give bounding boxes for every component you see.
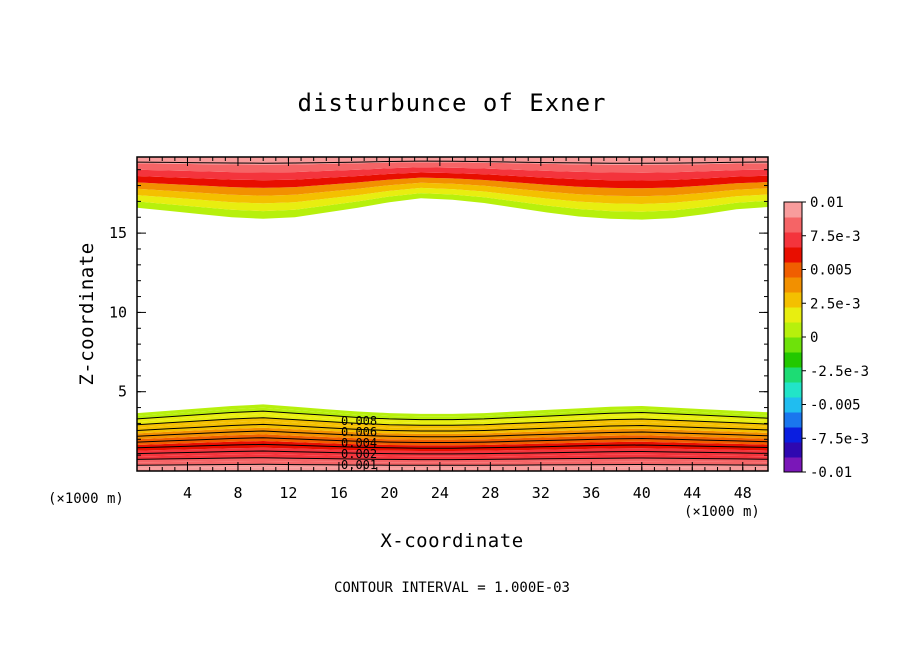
contour-line [136, 437, 769, 443]
contour-line [136, 450, 769, 455]
x-tick-label: 32 [532, 484, 550, 502]
contour-fill-band [137, 441, 768, 449]
x-tick-label: 4 [183, 484, 192, 502]
contour-fill-band [137, 424, 768, 434]
chart-title: disturbunce of Exner [298, 89, 607, 117]
colorbar-swatch [784, 397, 802, 413]
x-tick-label: 8 [233, 484, 242, 502]
x-tick-label: 28 [481, 484, 499, 502]
x-ticks: 4 8 12 16 20 24 28 32 36 40 44 48 [149, 157, 756, 502]
colorbar-tick-label: 0.01 [810, 195, 844, 211]
contour-line [136, 410, 769, 421]
contour-fill-band [137, 434, 768, 443]
colorbar-tick-label: -2.5e-3 [810, 364, 869, 380]
contour-label: 0.008 [341, 414, 377, 428]
contour-fill-band [137, 447, 768, 454]
colorbar-tick-label: 2.5e-3 [810, 296, 861, 312]
contour-line [136, 457, 769, 461]
contour-fill-band [137, 182, 768, 204]
y-tick-label: 10 [109, 303, 127, 321]
x-tick-label: 44 [683, 484, 701, 502]
contour-fill-band [137, 177, 768, 197]
contour-label: 0.002 [341, 447, 377, 461]
x-tick-label: 40 [633, 484, 651, 502]
contour-line [136, 160, 769, 164]
colorbar-swatch [784, 292, 802, 308]
colorbar-swatch [784, 247, 802, 263]
colorbar-swatch [784, 307, 802, 323]
colorbar-swatch [784, 367, 802, 383]
colorbar-swatch [784, 232, 802, 248]
colorbar-swatch [784, 442, 802, 458]
y-axis-title: Z-coordinate [76, 242, 98, 385]
colorbar-swatch [784, 412, 802, 428]
contour-label: 0.006 [341, 425, 377, 439]
y-tick-label: 15 [109, 224, 127, 242]
contour-interval-note: CONTOUR INTERVAL = 1.000E-03 [334, 580, 570, 596]
colorbar-swatch [784, 337, 802, 353]
contour-line [136, 430, 769, 438]
x-tick-label: 12 [279, 484, 297, 502]
colorbar-swatch [784, 382, 802, 398]
contour-fill-band [137, 187, 768, 212]
contour-fill-band [137, 193, 768, 220]
contour-fill-band [137, 444, 768, 451]
contour-fill-band [137, 464, 768, 469]
colorbar-swatch [784, 457, 802, 473]
x-unit-label-left: (×1000 m) [48, 491, 124, 507]
contour-line [136, 423, 769, 432]
colorbar-tick-label: 7.5e-3 [810, 229, 861, 245]
colorbar-tick-label: 0.005 [810, 263, 852, 279]
colorbar-swatch [784, 322, 802, 338]
contour-fill-band [137, 414, 768, 426]
colorbar-swatch [784, 262, 802, 278]
colorbar-swatch [784, 202, 802, 218]
contour-fill-band [137, 437, 768, 446]
contour-line [136, 417, 769, 426]
contour-fill-band [137, 427, 768, 437]
colorbar-tick-label: -0.01 [810, 465, 852, 481]
contour-fill-band [137, 404, 768, 417]
contour-fill-band [137, 172, 768, 189]
contour-fill-band [137, 411, 768, 423]
colorbar-swatch [784, 427, 802, 443]
contour-line [136, 463, 769, 466]
contour-fill-band [137, 417, 768, 429]
colorbar-tick-label: 0 [810, 330, 818, 346]
contour-fill-band [137, 167, 768, 181]
colorbar-swatch [784, 217, 802, 233]
contour-fills [137, 157, 768, 471]
contour-label: 0.004 [341, 436, 377, 450]
contour-fill-band [137, 407, 768, 420]
x-unit-label-right: (×1000 m) [684, 504, 760, 520]
colorbar: 0.01 7.5e-3 0.005 2.5e-3 0 -2.5e-3 -0.005 -7.5e… [783, 195, 869, 481]
colorbar-tick-label: -7.5e-3 [810, 431, 869, 447]
contour-lines [136, 156, 769, 466]
y-tick-label: 5 [118, 383, 127, 401]
x-tick-label: 16 [330, 484, 348, 502]
colorbar-swatch [784, 277, 802, 293]
contour-line [136, 443, 769, 449]
x-axis-title: X-coordinate [380, 530, 523, 552]
x-tick-label: 24 [431, 484, 449, 502]
colorbar-swatch [784, 352, 802, 368]
x-tick-label: 20 [380, 484, 398, 502]
contour-label: 0.001 [341, 458, 377, 472]
contour-fill-band [137, 431, 768, 440]
contour-fill-band [137, 162, 768, 173]
contour-fill-band [137, 451, 768, 457]
y-ticks: 5 10 15 [109, 169, 768, 456]
colorbar-tick-label: -0.005 [810, 398, 861, 414]
x-tick-label: 36 [582, 484, 600, 502]
contour-fill-band [137, 421, 768, 431]
contour-fill-band [137, 454, 768, 460]
x-tick-label: 48 [734, 484, 752, 502]
